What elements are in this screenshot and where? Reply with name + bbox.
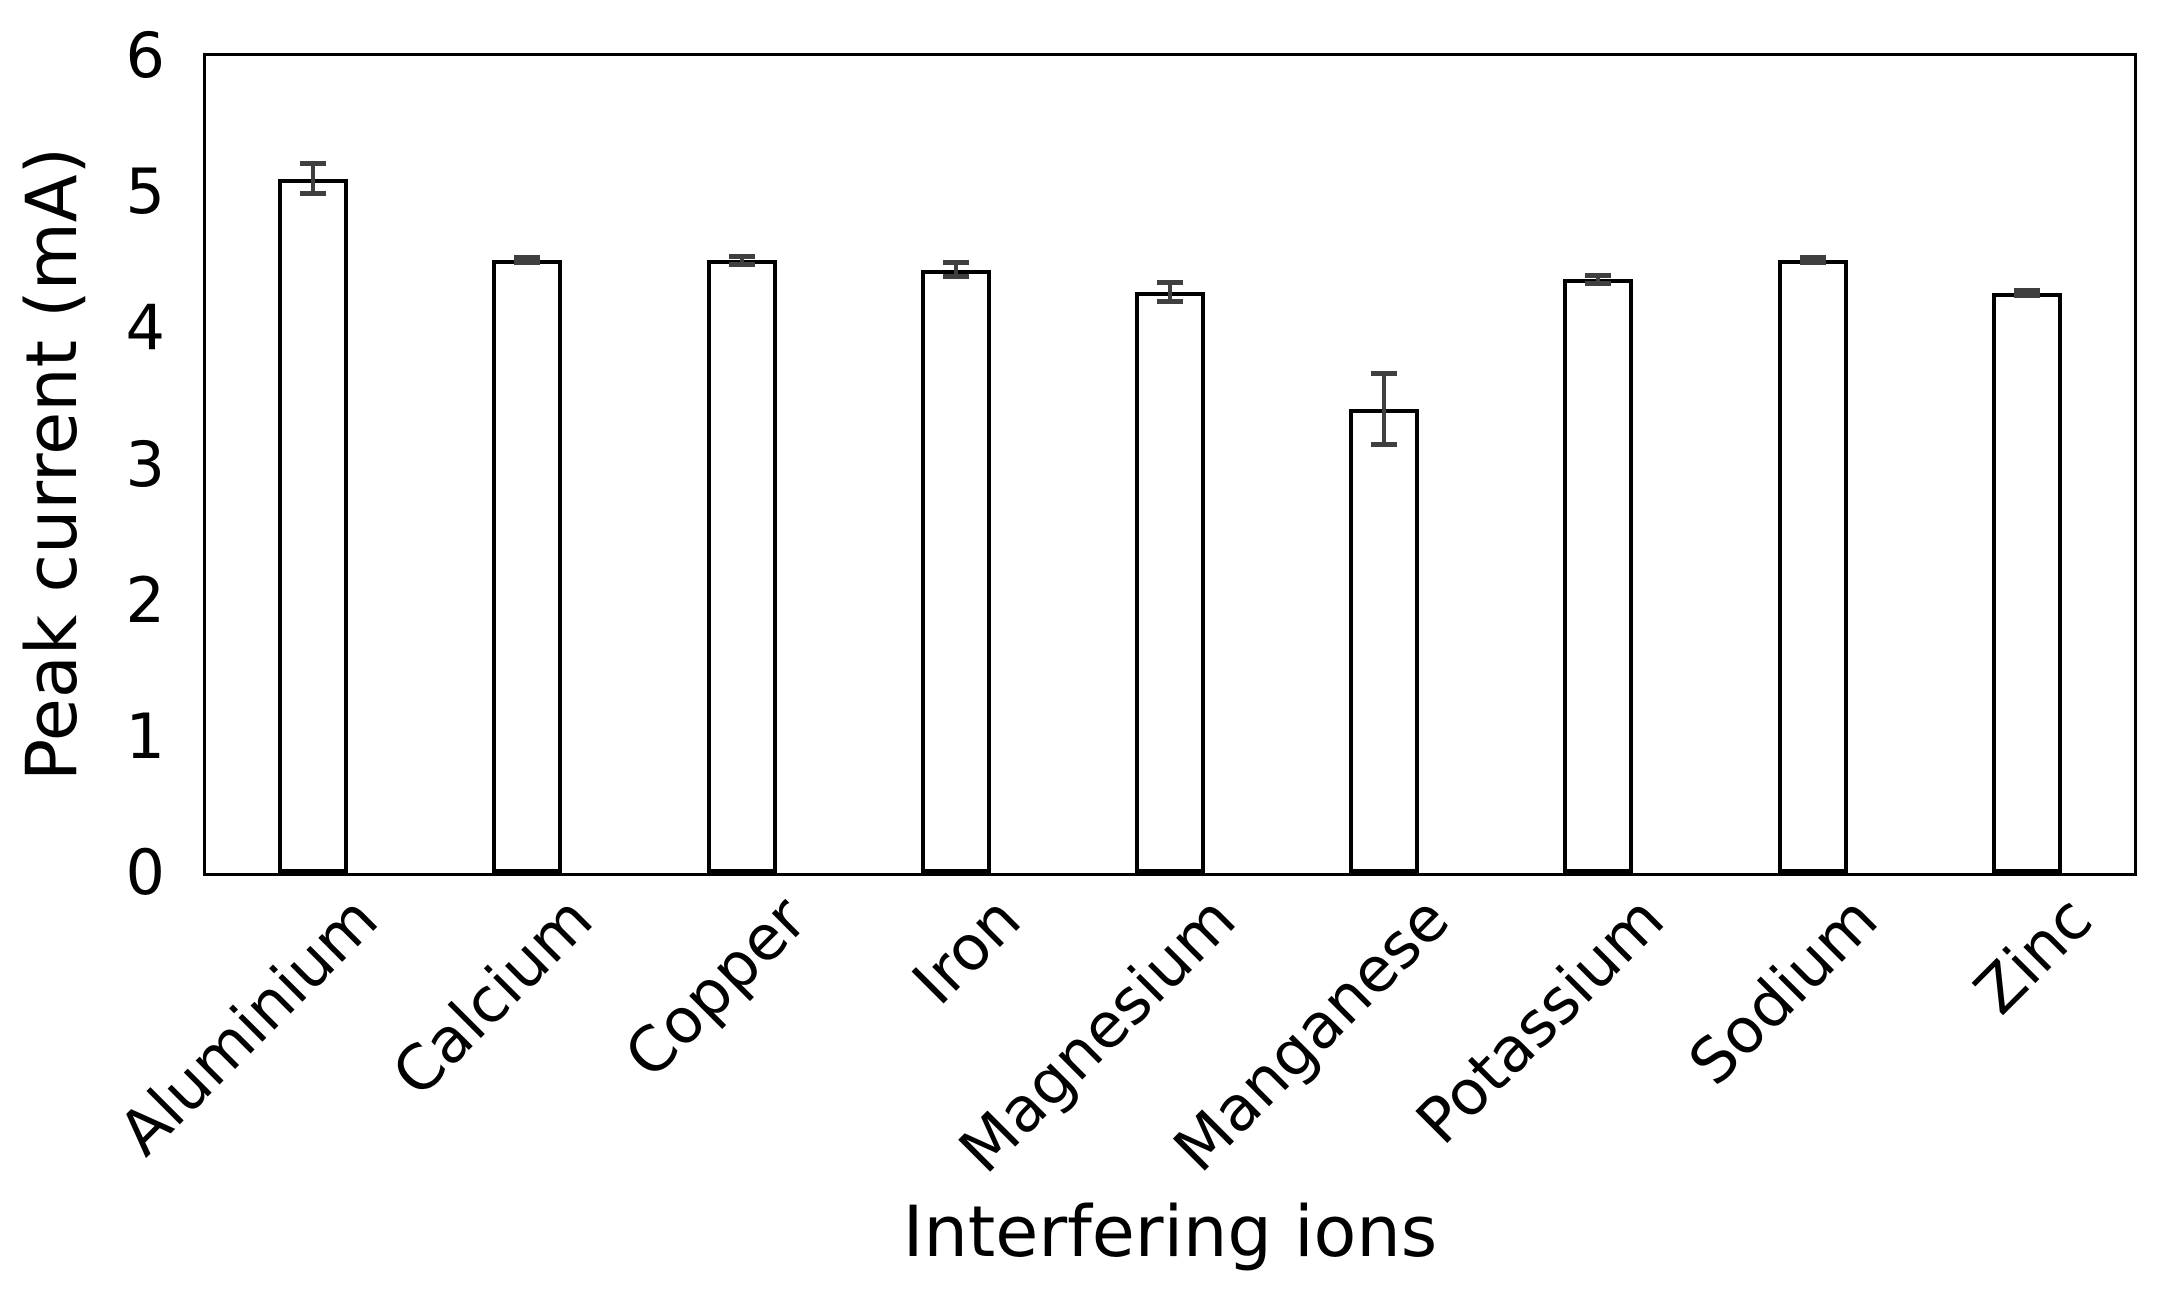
- error-cap-bottom-sodium: [1799, 260, 1826, 266]
- error-bar-calcium: [525, 257, 530, 263]
- x-label-aluminium: Aluminium: [104, 882, 392, 1170]
- error-cap-bottom-aluminium: [300, 191, 327, 197]
- error-bar-zinc: [2024, 290, 2029, 296]
- error-cap-top-iron: [942, 260, 969, 266]
- x-label-iron: Iron: [898, 882, 1035, 1019]
- y-tick-4: 4: [125, 291, 165, 365]
- x-label-zinc: Zinc: [1959, 882, 2106, 1028]
- plot-area: [203, 53, 2137, 876]
- error-cap-bottom-potassium: [1585, 280, 1612, 286]
- error-cap-top-aluminium: [300, 161, 327, 167]
- bar-sodium: [1777, 260, 1848, 873]
- bar-magnesium: [1135, 291, 1205, 873]
- error-cap-top-manganese: [1371, 370, 1398, 376]
- error-cap-bottom-zinc: [2013, 293, 2040, 299]
- x-label-sodium: Sodium: [1674, 882, 1892, 1099]
- y-tick-1: 1: [125, 699, 165, 773]
- error-bar-magnesium: [1168, 282, 1172, 302]
- error-cap-top-sodium: [1799, 255, 1826, 261]
- plot-inner: [206, 56, 2134, 873]
- error-bar-aluminium: [311, 163, 316, 194]
- error-cap-bottom-manganese: [1371, 441, 1398, 447]
- error-bar-manganese: [1382, 373, 1387, 445]
- bar-iron: [920, 269, 991, 873]
- error-bar-potassium: [1596, 275, 1601, 284]
- error-cap-bottom-iron: [942, 274, 969, 280]
- error-cap-top-copper: [728, 253, 755, 259]
- bar-manganese: [1349, 408, 1420, 873]
- error-cap-top-magnesium: [1157, 279, 1183, 285]
- bar-potassium: [1563, 279, 1634, 873]
- y-axis-title: Peak current (mA): [11, 147, 93, 781]
- x-label-copper: Copper: [610, 882, 821, 1092]
- error-cap-top-zinc: [2013, 287, 2040, 293]
- bar-copper: [706, 260, 777, 873]
- y-tick-3: 3: [125, 427, 165, 501]
- error-bar-sodium: [1810, 257, 1815, 263]
- x-label-calcium: Calcium: [378, 882, 607, 1111]
- bar-calcium: [492, 260, 563, 873]
- bar-aluminium: [278, 178, 349, 873]
- error-cap-bottom-copper: [728, 261, 755, 267]
- y-tick-2: 2: [125, 563, 165, 637]
- y-tick-0: 0: [125, 836, 165, 909]
- y-tick-5: 5: [125, 155, 165, 229]
- y-tick-6: 6: [125, 19, 165, 92]
- bar-zinc: [1991, 292, 2062, 873]
- error-cap-top-calcium: [514, 255, 541, 261]
- x-axis-title: Interfering ions: [902, 1191, 1438, 1273]
- error-bar-iron: [953, 262, 958, 277]
- error-cap-top-potassium: [1585, 272, 1612, 278]
- error-cap-bottom-calcium: [514, 260, 541, 266]
- error-bar-copper: [739, 256, 744, 265]
- error-cap-bottom-magnesium: [1157, 298, 1183, 304]
